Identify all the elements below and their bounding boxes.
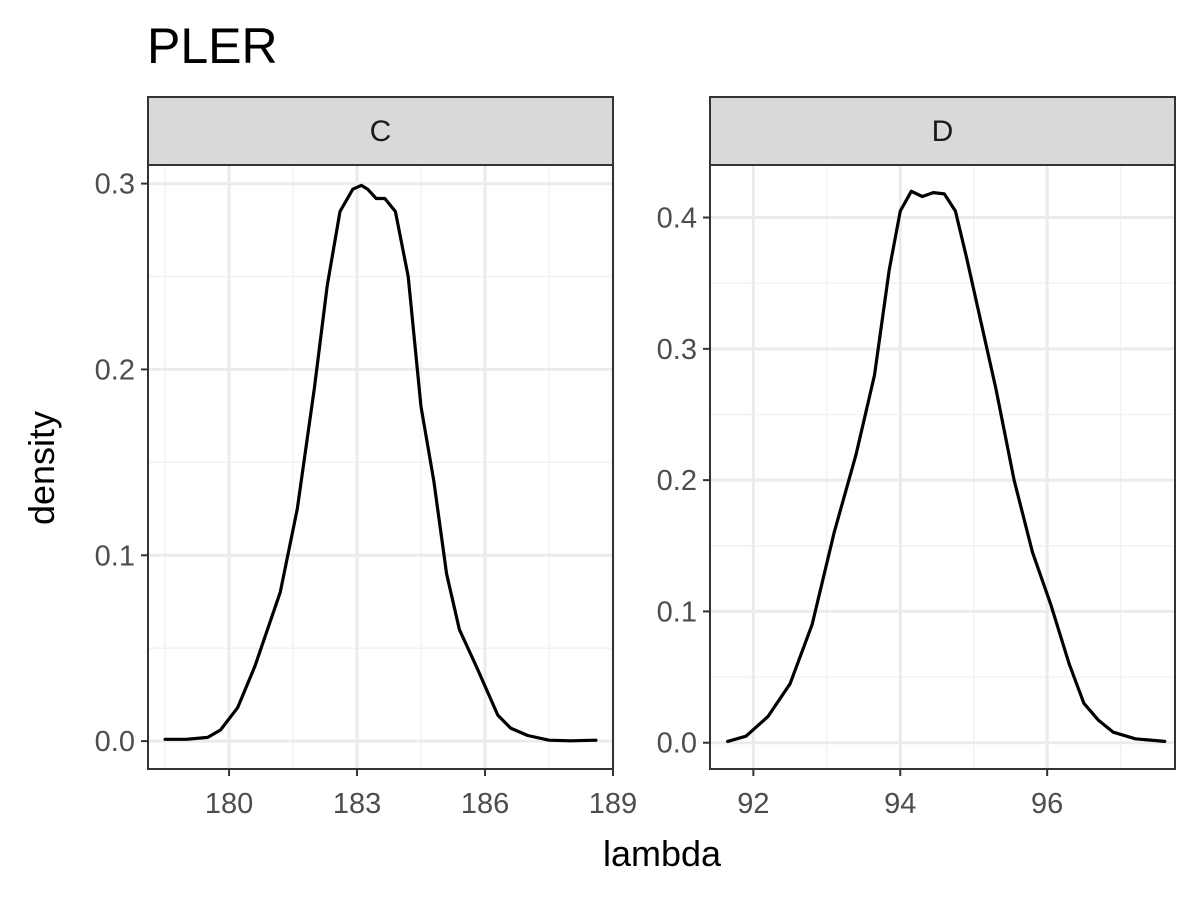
chart-title: PLER — [147, 18, 278, 74]
facet-strip-C — [147, 96, 614, 166]
x-tick-label: 96 — [1031, 788, 1063, 820]
facet-strip-label: C — [370, 115, 392, 148]
x-tick-label: 92 — [737, 788, 769, 820]
x-tick-label: 186 — [461, 788, 509, 820]
y-tick-label: 0.1 — [95, 540, 135, 572]
y-tick-label: 0.2 — [657, 465, 697, 497]
panel-border — [147, 164, 614, 770]
facet-panel-D: D 92 94 96 0.0 0.1 0.2 0.3 0.4 — [657, 96, 1176, 820]
y-tick-label: 0.0 — [95, 726, 135, 758]
facet-panels: C 180 183 186 189 0.0 0.1 0.2 0.3 D 92 94 96 0.0 0.1 0.… — [95, 96, 1176, 820]
gridlines — [710, 165, 1175, 769]
facet-panel-C: C 180 183 186 189 0.0 0.1 0.2 0.3 — [95, 96, 637, 820]
gridlines — [148, 165, 615, 769]
x-tick-label: 189 — [589, 788, 637, 820]
y-tick-label: 0.2 — [95, 354, 135, 386]
y-tick-label: 0.0 — [657, 728, 697, 760]
y-tick-label: 0.3 — [95, 169, 135, 201]
y-tick-label: 0.3 — [657, 334, 697, 366]
facet-strip-D — [709, 96, 1176, 166]
facet-strip-label: D — [932, 115, 954, 148]
density-line-C — [163, 183, 598, 743]
density-line-D — [725, 189, 1167, 744]
panel-border — [709, 164, 1176, 770]
y-axis-title: density — [21, 411, 62, 525]
x-axis-title: lambda — [603, 833, 722, 874]
x-tick-label: 180 — [205, 788, 253, 820]
y-tick-label: 0.1 — [657, 596, 697, 628]
x-tick-label: 183 — [333, 788, 381, 820]
x-tick-label: 94 — [884, 788, 916, 820]
y-tick-label: 0.4 — [657, 203, 697, 235]
